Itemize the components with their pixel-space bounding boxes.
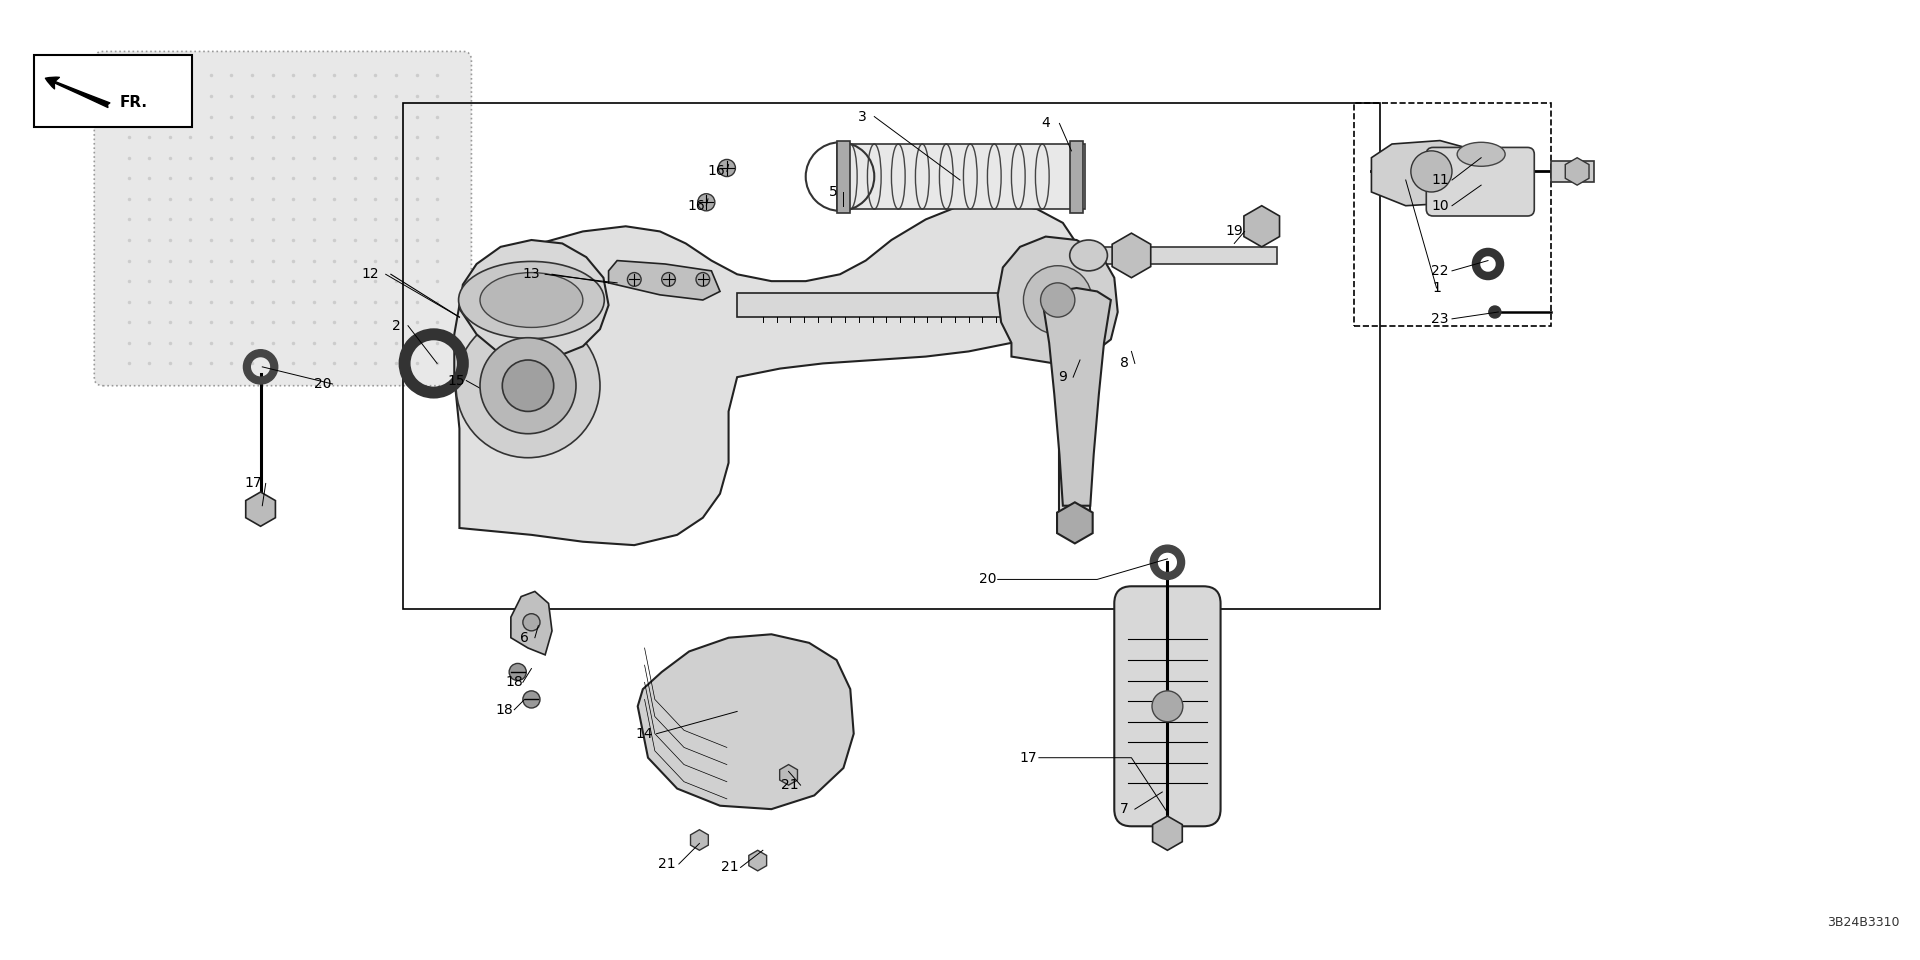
Text: 17: 17 [246, 476, 263, 491]
Text: 14: 14 [636, 727, 653, 741]
Text: 15: 15 [447, 373, 465, 388]
Polygon shape [455, 203, 1083, 545]
Text: 22: 22 [1430, 264, 1450, 277]
Text: 1: 1 [1432, 281, 1442, 295]
Bar [837, 140, 851, 212]
Text: 8: 8 [1119, 356, 1129, 371]
Polygon shape [637, 635, 854, 809]
FancyBboxPatch shape [94, 52, 472, 386]
Text: 2: 2 [392, 319, 401, 333]
Text: 17: 17 [1020, 751, 1037, 765]
Circle shape [695, 273, 710, 286]
Text: 18: 18 [505, 675, 522, 689]
Circle shape [480, 338, 576, 434]
Polygon shape [1371, 140, 1488, 205]
Bar [1551, 161, 1594, 181]
Circle shape [1023, 266, 1092, 334]
Text: 10: 10 [1430, 199, 1450, 213]
Bar [737, 293, 1046, 317]
Polygon shape [1043, 288, 1112, 506]
Text: 21: 21 [781, 779, 799, 792]
Ellipse shape [459, 261, 605, 339]
Polygon shape [998, 236, 1117, 364]
Circle shape [522, 613, 540, 631]
Circle shape [718, 159, 735, 177]
Text: 5: 5 [829, 185, 837, 199]
Polygon shape [609, 260, 720, 300]
Text: 11: 11 [1430, 173, 1450, 187]
Text: 20: 20 [313, 377, 330, 391]
Bar [1060, 300, 1091, 515]
Ellipse shape [1069, 240, 1108, 271]
Text: 6: 6 [520, 631, 530, 645]
Text: 3: 3 [858, 109, 866, 124]
Circle shape [503, 360, 553, 412]
Text: 21: 21 [659, 857, 676, 871]
Text: 4: 4 [1041, 116, 1050, 131]
Circle shape [522, 691, 540, 708]
Bar [837, 144, 1085, 209]
FancyBboxPatch shape [35, 55, 192, 127]
Circle shape [697, 194, 714, 211]
Text: 13: 13 [522, 267, 540, 281]
Circle shape [1411, 151, 1452, 192]
Bar [1354, 103, 1551, 325]
Text: FR.: FR. [119, 95, 148, 110]
Text: 12: 12 [361, 267, 378, 281]
Text: 19: 19 [1225, 225, 1242, 238]
Text: 21: 21 [722, 860, 739, 875]
Text: 18: 18 [495, 703, 513, 717]
Circle shape [628, 273, 641, 286]
Text: 3B24B3310: 3B24B3310 [1828, 916, 1899, 929]
Circle shape [1041, 283, 1075, 317]
Circle shape [457, 314, 599, 458]
Bar [1069, 140, 1083, 212]
Polygon shape [511, 591, 553, 655]
FancyBboxPatch shape [1427, 148, 1534, 216]
Text: 16: 16 [708, 164, 726, 179]
Polygon shape [459, 240, 609, 360]
Text: 20: 20 [979, 572, 996, 587]
Circle shape [509, 663, 526, 681]
Circle shape [662, 273, 676, 286]
Text: 16: 16 [687, 199, 705, 213]
Text: 9: 9 [1058, 371, 1068, 384]
Bar [1096, 247, 1277, 264]
Ellipse shape [1152, 691, 1183, 722]
Bar [837, 144, 1085, 209]
FancyBboxPatch shape [1114, 587, 1221, 827]
Ellipse shape [1457, 142, 1505, 166]
Text: 23: 23 [1430, 312, 1450, 325]
Ellipse shape [480, 273, 584, 327]
Bar [403, 103, 1380, 609]
Text: 7: 7 [1119, 803, 1129, 816]
Circle shape [1488, 306, 1501, 318]
